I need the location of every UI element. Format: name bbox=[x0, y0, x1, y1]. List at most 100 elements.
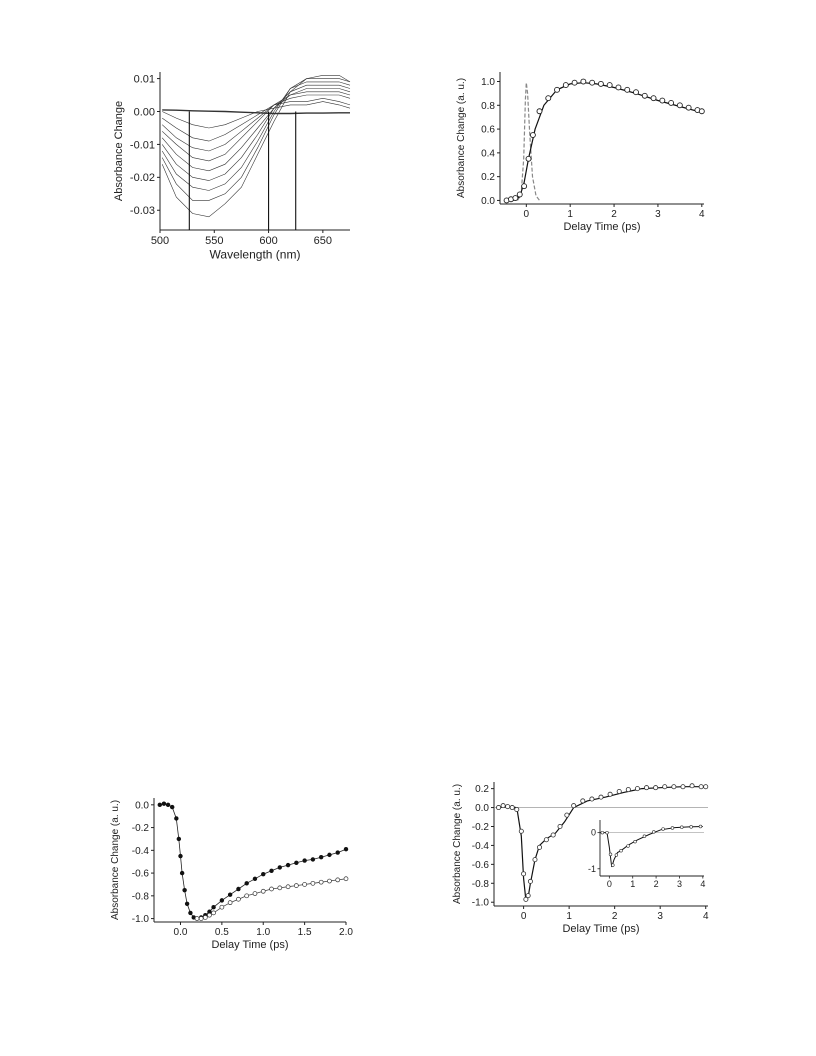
x-tick-label: 0.5 bbox=[215, 927, 229, 938]
chart-kinetics-inset-svg: 0 1 2 3 4 0.2 0.0 -0.2 -0.4 -0.6 -0.8 -1.0 Delay Tim… bbox=[452, 782, 709, 935]
filled-data-point bbox=[211, 905, 216, 910]
y-axis-label: Absorbance Change (a. u.) bbox=[456, 78, 467, 198]
open-series-line bbox=[197, 878, 347, 919]
y-tick-label: 0.0 bbox=[475, 803, 489, 814]
data-point bbox=[633, 89, 639, 96]
x-axis-label: Wavelength (nm) bbox=[210, 247, 301, 261]
x-tick-label: 0 bbox=[521, 911, 527, 922]
filled-data-point bbox=[178, 853, 183, 859]
data-point bbox=[516, 191, 523, 198]
filled-data-point bbox=[343, 846, 349, 852]
open-data-point bbox=[252, 891, 258, 896]
x-tick-label: 1 bbox=[566, 911, 572, 922]
open-data-point bbox=[318, 879, 324, 885]
data-point bbox=[523, 896, 529, 902]
filled-data-point bbox=[170, 804, 175, 810]
spectrum-line bbox=[162, 97, 351, 142]
y-tick-label: -0.03 bbox=[130, 205, 155, 217]
inset-data-point bbox=[619, 849, 623, 853]
spectrum-line bbox=[161, 94, 351, 152]
open-data-point bbox=[198, 916, 204, 921]
data-point bbox=[703, 784, 709, 790]
filled-data-point bbox=[252, 876, 258, 881]
data-point bbox=[525, 155, 532, 162]
data-point bbox=[606, 82, 613, 89]
data-point bbox=[616, 788, 622, 794]
data-point bbox=[514, 806, 520, 812]
y-tick-label: -0.2 bbox=[132, 823, 150, 834]
fit-line bbox=[496, 786, 706, 902]
x-tick-label: 4 bbox=[703, 911, 709, 922]
x-tick-label: 650 bbox=[314, 235, 332, 247]
x-tick-label: 4 bbox=[699, 209, 705, 220]
filled-data-point bbox=[327, 852, 332, 858]
open-data-point bbox=[335, 877, 341, 883]
data-point bbox=[521, 183, 528, 190]
inset-x-tick-label: 2 bbox=[654, 879, 659, 889]
data-point bbox=[634, 786, 640, 792]
data-point bbox=[689, 783, 695, 789]
open-data-point bbox=[343, 876, 349, 882]
data-point bbox=[653, 785, 659, 791]
inset-data-point bbox=[633, 839, 637, 844]
x-tick-label: 2 bbox=[612, 911, 618, 922]
inset-x-tick-label: 4 bbox=[700, 879, 705, 889]
data-point bbox=[597, 80, 604, 87]
data-point bbox=[527, 878, 533, 884]
chart-panel-spectra: 500 550 600 650 0.01 0.00 -0.01 -0.02 -0.03 Wavel… bbox=[112, 56, 362, 262]
open-data-point bbox=[260, 888, 266, 894]
filled-series-line bbox=[159, 803, 347, 920]
chart-panel-rise: 0 1 2 3 4 0.0 0.2 0.4 0.6 0.8 1.0 Delay Time (ps) Ab… bbox=[454, 62, 718, 258]
data-point bbox=[500, 803, 506, 809]
y-tick-label: -0.02 bbox=[130, 172, 155, 184]
data-point bbox=[571, 803, 577, 809]
data-point bbox=[625, 787, 631, 793]
filled-data-point bbox=[244, 881, 249, 886]
open-data-point bbox=[202, 915, 208, 920]
y-tick-label: -0.8 bbox=[132, 891, 150, 902]
open-data-point bbox=[277, 885, 283, 891]
filled-data-point bbox=[176, 836, 182, 842]
filled-data-point bbox=[207, 909, 212, 914]
open-data-point bbox=[293, 883, 299, 888]
x-tick-label: 0 bbox=[524, 209, 530, 220]
y-tick-label: -0.4 bbox=[472, 841, 490, 852]
y-tick-label: 0.8 bbox=[481, 101, 495, 112]
filled-data-point bbox=[294, 860, 299, 866]
pulse-profile-line bbox=[516, 82, 540, 201]
y-tick-label: 0.2 bbox=[481, 172, 495, 183]
data-point bbox=[676, 102, 683, 109]
data-point bbox=[536, 108, 543, 115]
data-point bbox=[564, 812, 570, 818]
data-point bbox=[650, 95, 657, 102]
data-point bbox=[641, 92, 648, 99]
x-tick-label: 550 bbox=[205, 235, 223, 247]
data-point bbox=[685, 104, 692, 111]
data-point bbox=[557, 823, 563, 829]
chart-panel-bleach: 0.0 0.5 1.0 1.5 2.0 0.0 -0.2 -0.4 -0.6 -0.8 -1.0 De… bbox=[108, 790, 364, 966]
x-axis-label: Delay Time (ps) bbox=[563, 221, 640, 233]
data-point bbox=[562, 82, 569, 89]
open-data-point bbox=[227, 900, 233, 906]
open-data-point bbox=[310, 880, 316, 886]
x-axis-label: Delay Time (ps) bbox=[562, 923, 639, 935]
data-point bbox=[624, 86, 631, 93]
data-point bbox=[698, 784, 704, 790]
x-tick-label: 2 bbox=[611, 209, 617, 220]
x-axis-label: Delay Time (ps) bbox=[211, 939, 288, 951]
spectrum-line bbox=[161, 91, 351, 162]
y-tick-label: -0.2 bbox=[472, 822, 490, 833]
y-tick-label: -0.6 bbox=[132, 869, 150, 880]
filled-data-point bbox=[277, 865, 282, 870]
y-tick-label: 0.6 bbox=[481, 125, 495, 136]
data-point bbox=[554, 86, 560, 93]
open-data-point bbox=[236, 896, 241, 902]
filled-data-point bbox=[310, 857, 316, 862]
data-point bbox=[580, 78, 587, 85]
data-point bbox=[521, 871, 527, 877]
spectrum-line bbox=[161, 88, 351, 172]
data-point bbox=[680, 784, 686, 790]
data-point bbox=[525, 893, 531, 899]
filled-data-point bbox=[174, 816, 179, 821]
inset-data-point bbox=[642, 834, 647, 838]
